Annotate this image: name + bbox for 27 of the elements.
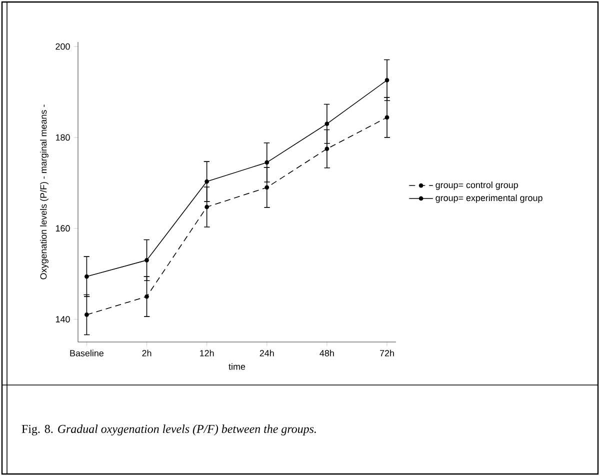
x-tick-label: 2h <box>142 350 152 356</box>
point <box>144 258 149 262</box>
y-axis-title: Oxygenation levels (P/F) - marginal means - <box>40 104 48 280</box>
x-tick-label: 48h <box>320 350 334 356</box>
x-tick-label: 24h <box>260 350 274 356</box>
legend-label: group= control group <box>436 182 518 190</box>
point <box>204 204 210 210</box>
point <box>264 160 270 165</box>
point <box>324 122 330 126</box>
y-tick-label: 160 <box>56 225 70 232</box>
point <box>384 78 390 82</box>
point <box>324 146 330 152</box>
caption: Fig. 8. Gradual oxygenation levels (P/F) between the groups. <box>22 424 316 436</box>
point <box>144 294 149 299</box>
x-tick-label: 12h <box>200 350 214 356</box>
x-tick-label: 72h <box>380 350 394 356</box>
y-tick-label: 180 <box>56 134 70 141</box>
legend-label: group= experimental group <box>436 194 542 203</box>
x-axis-title: time <box>228 363 246 370</box>
point <box>204 179 210 184</box>
point <box>264 185 270 190</box>
x-tick-label: Baseline <box>70 350 104 356</box>
y-tick-label: 140 <box>56 316 70 322</box>
point <box>84 312 89 317</box>
point <box>384 115 390 120</box>
point <box>84 274 89 279</box>
y-tick-label: 200 <box>56 43 70 50</box>
